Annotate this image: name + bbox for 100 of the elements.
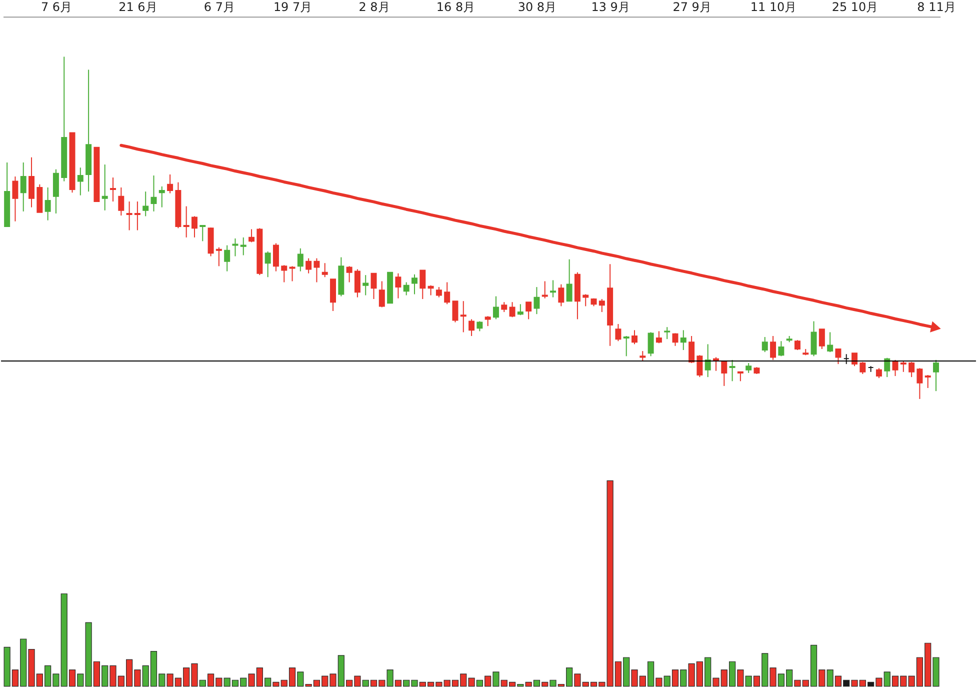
candlestick xyxy=(852,352,858,367)
candlestick xyxy=(200,224,206,242)
candlestick xyxy=(818,328,825,350)
candlestick xyxy=(118,186,124,216)
candlestick xyxy=(52,168,59,214)
x-tick-label: 13 9月 xyxy=(591,0,630,14)
candlestick xyxy=(354,268,360,298)
candlestick xyxy=(436,286,442,298)
candlestick xyxy=(289,266,296,282)
candlestick xyxy=(150,174,157,212)
candlestick xyxy=(843,354,850,365)
candlestick xyxy=(892,359,898,377)
candlestick xyxy=(526,302,532,320)
candlestick xyxy=(550,280,556,298)
candlestick xyxy=(810,320,817,357)
candlestick xyxy=(827,332,834,353)
candlestick xyxy=(542,280,548,299)
candlestick xyxy=(330,278,336,312)
candlestick xyxy=(126,200,132,231)
candlestick xyxy=(378,280,385,308)
candlestick xyxy=(395,272,402,299)
candlestick xyxy=(623,335,630,357)
candlestick xyxy=(704,344,711,378)
x-tick-label: 25 10月 xyxy=(832,0,878,14)
candlestick xyxy=(102,164,108,211)
candlestick xyxy=(737,371,744,382)
candlestick xyxy=(484,316,491,327)
candlestick xyxy=(501,302,508,313)
candlestick xyxy=(794,340,800,351)
candlestick xyxy=(142,191,149,217)
candlestick xyxy=(110,177,116,202)
candlestick xyxy=(476,320,483,332)
candlestick xyxy=(412,274,418,295)
x-tick-label: 16 8月 xyxy=(436,0,476,14)
candlestick xyxy=(721,360,728,386)
x-tick-label: 30 8月 xyxy=(518,0,557,14)
candlestick xyxy=(672,332,678,346)
candlestick xyxy=(648,332,654,357)
candlestick xyxy=(534,286,540,315)
x-tick-label: 8 11月 xyxy=(917,0,956,14)
candlestick xyxy=(460,300,466,333)
candlestick xyxy=(232,238,238,257)
candlestick xyxy=(468,318,475,336)
candlestick xyxy=(640,350,646,362)
candlestick xyxy=(566,258,572,302)
candlestick xyxy=(835,348,842,365)
candlestick xyxy=(403,282,410,296)
candlestick xyxy=(167,174,174,194)
x-tick-label: 21 6月 xyxy=(118,0,158,14)
candlestick xyxy=(272,242,279,272)
candlestick xyxy=(746,362,752,374)
candlestick xyxy=(158,186,165,208)
candlestick xyxy=(20,162,26,212)
candlestick xyxy=(696,354,703,378)
candlestick xyxy=(712,356,719,372)
candlestick xyxy=(44,186,51,221)
candlestick xyxy=(346,266,352,283)
candlestick xyxy=(933,359,939,392)
x-tick-label: 19 7月 xyxy=(273,0,312,14)
x-tick-label: 7 6月 xyxy=(40,0,72,14)
candlestick xyxy=(688,335,695,364)
candlestick xyxy=(216,246,222,267)
candlestick xyxy=(77,167,84,196)
candlestick xyxy=(191,216,198,238)
candlestick xyxy=(420,270,426,300)
candlestick xyxy=(183,206,190,238)
candlestick xyxy=(444,282,450,305)
x-tick-label: 27 9月 xyxy=(672,0,712,14)
candlestick xyxy=(908,362,915,378)
candlestick xyxy=(770,335,776,360)
candlestick xyxy=(916,368,923,400)
candlestick xyxy=(306,258,312,274)
candlestick xyxy=(281,264,288,283)
candlestick xyxy=(729,359,736,382)
candlestick xyxy=(297,248,304,272)
candlestick xyxy=(615,324,622,342)
candlestick xyxy=(362,274,369,296)
candlestick xyxy=(664,326,670,340)
candlestick xyxy=(248,228,255,243)
candlestick xyxy=(370,272,377,300)
candlestick xyxy=(428,284,434,296)
candlestick xyxy=(12,176,18,222)
candlestick xyxy=(680,330,686,351)
x-tick-label: 6 7月 xyxy=(204,0,235,14)
candlestick xyxy=(240,236,246,256)
candlestick xyxy=(884,357,890,378)
candlestick xyxy=(509,302,516,318)
candlestick xyxy=(264,250,271,278)
candlestick xyxy=(558,284,564,307)
x-tick-label: 11 10月 xyxy=(750,0,797,14)
candlestick xyxy=(517,304,524,316)
candlestick xyxy=(28,156,35,208)
candlestick xyxy=(860,362,866,374)
candlestick xyxy=(876,368,882,379)
candlestick xyxy=(924,374,931,389)
candlestick xyxy=(452,300,458,323)
candlestick xyxy=(492,296,499,320)
candlestick xyxy=(322,262,328,278)
candlestick xyxy=(656,330,662,344)
candlestick xyxy=(582,294,589,307)
